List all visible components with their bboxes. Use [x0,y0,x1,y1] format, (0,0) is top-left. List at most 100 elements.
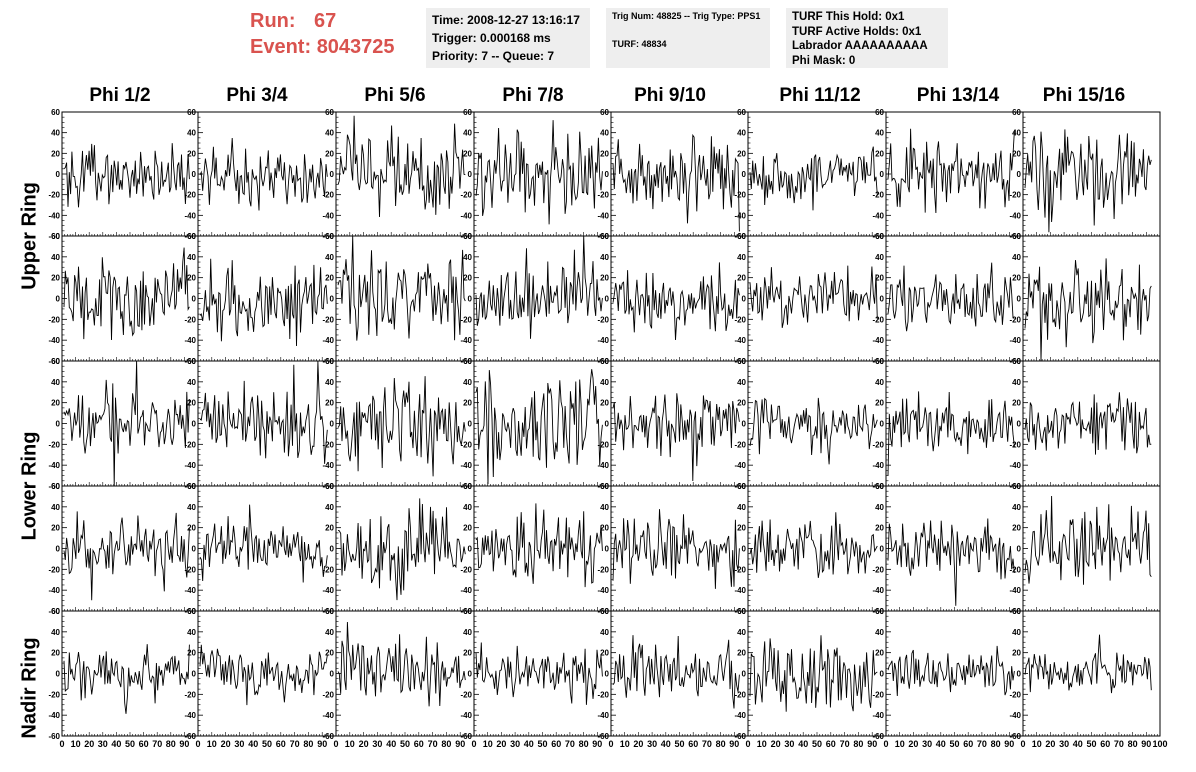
y-axis-tick-label: -40 [460,461,472,470]
y-axis-tick-label: -60 [460,607,472,616]
trigger-info-panel: Trig Num: 48825 -- Trig Type: PPS1 TURF:… [606,8,770,68]
column-header-phi-7-8: Phi 7/8 [502,85,564,106]
x-axis-tick-label: 50 [537,739,547,749]
waveform-trace-r3-c1 [199,504,328,583]
y-axis-tick-label: -40 [872,336,884,345]
x-axis-tick-label: 0 [745,739,750,749]
y-axis-tick-label: 0 [330,670,335,679]
waveform-panel-frame [61,111,199,237]
waveform-trace-r0-c6 [887,128,1015,214]
y-axis-tick-label: -20 [322,565,334,574]
y-axis-tick-label: -40 [597,586,609,595]
column-header-phi-13-14: Phi 13/14 [916,85,1000,106]
y-axis-tick-label: 0 [605,420,610,429]
x-axis-tick-label: 30 [647,739,657,749]
waveform-trace-r2-c2 [337,376,466,477]
y-axis-tick-label: 0 [605,170,610,179]
x-axis-tick-label: 70 [977,739,987,749]
y-axis-tick-label: -20 [1009,191,1021,200]
y-axis-tick-label: -60 [1009,732,1021,741]
y-axis-tick-label: 20 [875,149,884,158]
y-axis-tick-label: 60 [187,232,196,241]
x-axis-tick-label: 20 [771,739,781,749]
x-axis-tick-label: 90 [867,739,877,749]
y-axis-tick-label: -20 [460,440,472,449]
y-axis-tick-label: 20 [600,649,609,658]
y-axis-tick-label: -40 [184,711,196,720]
y-axis-tick-label: -40 [322,211,334,220]
event-row: Event: 8043725 [250,34,420,60]
y-axis-tick-label: 60 [600,357,609,366]
y-axis-tick-label: 40 [1012,628,1021,637]
y-axis-tick-label: -20 [322,191,334,200]
x-axis-tick-label: 40 [386,739,396,749]
y-axis-tick-label: -20 [597,440,609,449]
y-axis-tick-label: 60 [463,482,472,491]
waveform-trace-r1-c1 [199,258,328,347]
x-axis-tick-label: 20 [496,739,506,749]
x-axis-tick-label: 60 [551,739,561,749]
x-axis-tick-label: 70 [565,739,575,749]
event-label: Event: [250,36,312,58]
y-axis-tick-label: -20 [184,565,196,574]
y-axis-tick-label: 0 [880,170,885,179]
y-axis-tick-label: 40 [463,503,472,512]
y-axis-tick-label: 40 [600,503,609,512]
y-axis-tick-label: -60 [48,607,60,616]
y-axis-tick-label: -40 [48,336,60,345]
y-axis-tick-label: 20 [325,149,334,158]
y-axis-tick-label: -60 [322,482,334,491]
y-axis-tick-label: 40 [737,628,746,637]
y-axis-tick-label: 20 [187,274,196,283]
waveform-panel-frame [61,360,199,487]
y-axis-tick-label: 60 [737,108,746,117]
x-axis-tick-label: 20 [221,739,231,749]
y-axis-tick-label: -40 [734,586,746,595]
y-axis-tick-label: 20 [187,149,196,158]
waveform-trace-r3-c5 [749,512,878,578]
y-axis-tick-label: -40 [597,461,609,470]
y-axis-tick-label: -60 [322,732,334,741]
labrador-line: Labrador AAAAAAAAAA [792,40,928,52]
x-axis-tick-label: 0 [471,739,476,749]
y-axis-tick-label: 20 [737,149,746,158]
y-axis-tick-label: 40 [187,253,196,262]
waveform-trace-r0-c1 [199,137,328,211]
y-axis-tick-label: 40 [325,378,334,387]
y-axis-tick-label: 40 [325,628,334,637]
y-axis-tick-label: 40 [1012,253,1021,262]
y-axis-tick-label: 0 [56,295,61,304]
trig-num-line: Trig Num: 48825 -- Trig Type: PPS1 [612,11,761,21]
waveform-panel-frame [885,235,1024,362]
y-axis-tick-label: -60 [48,482,60,491]
x-axis-tick-label: 70 [428,739,438,749]
y-axis-tick-label: 60 [463,607,472,616]
y-axis-tick-label: 20 [875,274,884,283]
waveform-trace-r0-c7 [1024,129,1152,233]
y-axis-tick-label: 60 [875,607,884,616]
y-axis-tick-label: -60 [460,732,472,741]
y-axis-tick-label: 40 [325,503,334,512]
y-axis-tick-label: -60 [597,607,609,616]
column-header-phi-15-16: Phi 15/16 [1042,85,1126,106]
y-axis-tick-label: 60 [875,232,884,241]
y-axis-tick-label: -40 [184,461,196,470]
y-axis-tick-label: 0 [192,170,197,179]
y-axis-tick-label: -60 [184,232,196,241]
x-axis-tick-label: 0 [195,739,200,749]
y-axis-tick-label: -20 [322,315,334,324]
y-axis-tick-label: -40 [734,711,746,720]
x-axis-tick-label: 40 [936,739,946,749]
y-axis-tick-label: -20 [872,191,884,200]
y-axis-tick-label: 40 [600,378,609,387]
waveform-trace-r1-c4 [612,262,740,341]
x-axis-tick-label: 0 [59,739,64,749]
waveform-panel-frame [885,610,1024,737]
y-axis-tick-label: 0 [56,545,61,554]
y-axis-tick-label: 60 [1012,357,1021,366]
y-axis-tick-label: 0 [56,170,61,179]
y-axis-tick-label: 0 [880,295,885,304]
column-header-phi-5-6: Phi 5/6 [364,85,426,106]
y-axis-tick-label: 60 [737,607,746,616]
y-axis-tick-label: 40 [187,378,196,387]
